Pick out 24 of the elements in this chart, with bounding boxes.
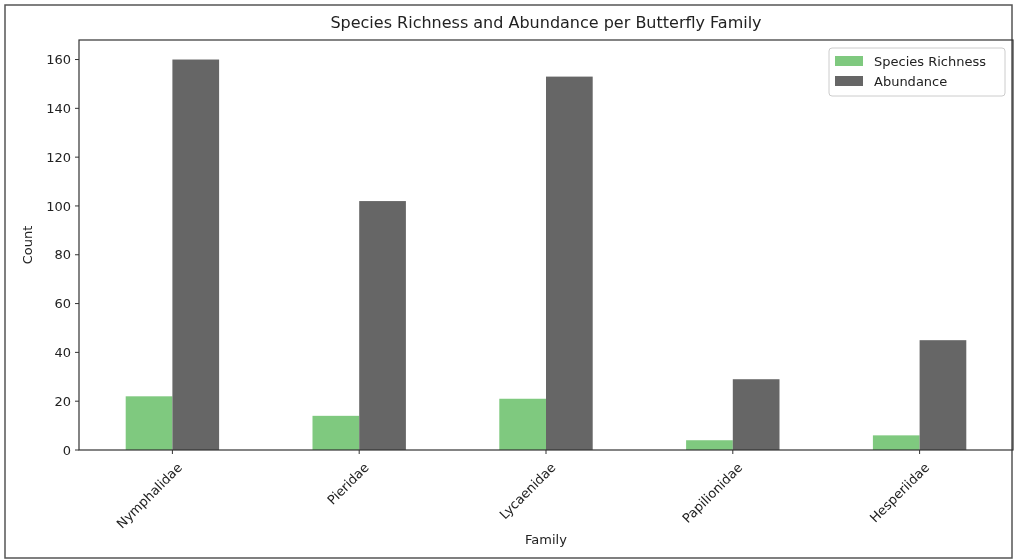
y-tick-label: 40: [54, 344, 71, 360]
legend-label: Species Richness: [874, 53, 987, 69]
y-axis-title: Count: [20, 225, 35, 265]
bar: [172, 59, 220, 450]
bar: [686, 440, 733, 450]
y-tick-label: 60: [54, 296, 71, 312]
bar: [359, 201, 406, 450]
bar: [312, 415, 360, 450]
x-axis-title: Family: [525, 532, 568, 547]
y-tick-label: 100: [46, 198, 71, 214]
y-tick-label: 80: [54, 247, 71, 263]
y-tick-label: 120: [46, 149, 71, 165]
bar: [546, 76, 593, 450]
bar: [499, 398, 546, 450]
chart-title: Species Richness and Abundance per Butterfly Family: [330, 13, 762, 32]
bar: [125, 396, 173, 450]
bar: [732, 379, 780, 450]
legend-label: Abundance: [874, 73, 948, 89]
y-tick-label: 0: [62, 442, 71, 458]
y-tick-label: 160: [46, 52, 71, 68]
bar: [872, 435, 920, 450]
bar: [919, 340, 967, 450]
y-tick-label: 140: [46, 100, 71, 116]
y-tick-label: 20: [54, 393, 71, 409]
